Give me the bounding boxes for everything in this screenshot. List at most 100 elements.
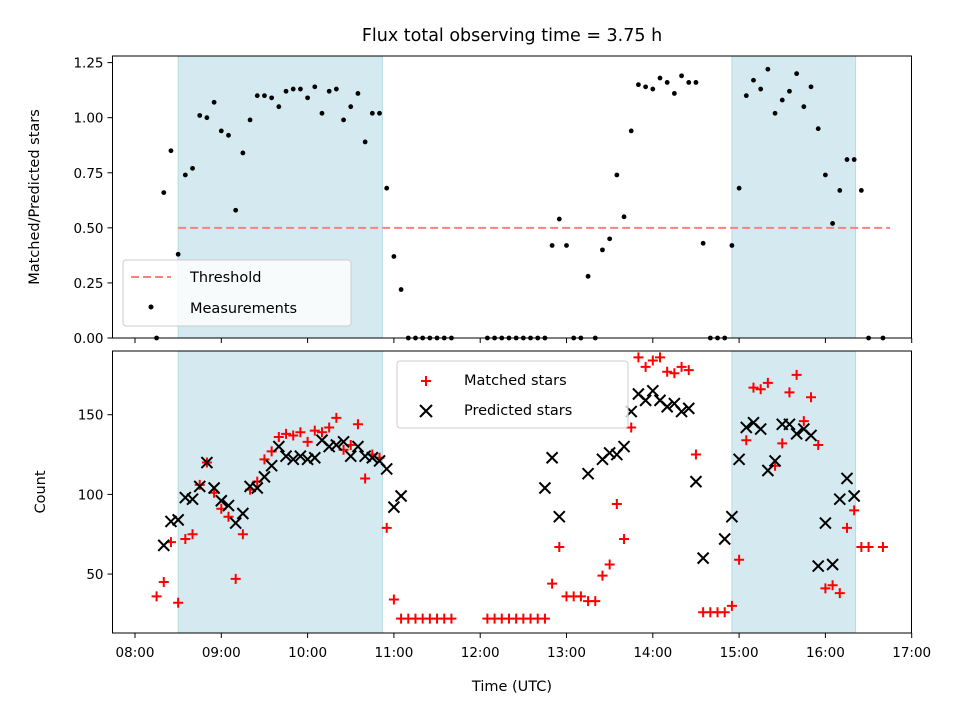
predicted-star-point: [387, 500, 401, 514]
measurements-legend-swatch: [148, 304, 154, 310]
measurement-point: [636, 82, 641, 88]
measurement-point: [168, 148, 174, 154]
predicted-star-point: [639, 394, 652, 407]
y-tick-label: 150: [78, 408, 104, 424]
predicted-star-point: [351, 440, 365, 453]
measurement-point: [607, 236, 613, 242]
measurement-point: [341, 117, 346, 123]
predicted-star-point: [783, 418, 796, 431]
threshold-legend-label: Threshold: [189, 270, 261, 286]
bottom-axes-frame: [112, 350, 912, 634]
measurement-point: [355, 91, 361, 96]
matched-star-point: [388, 594, 399, 605]
y-tick-label: 0.75: [73, 166, 103, 182]
measurement-point: [233, 207, 239, 213]
measurement-point: [326, 88, 332, 94]
measurement-point: [182, 172, 188, 178]
predicted-star-point: [222, 499, 235, 512]
measurement-point: [226, 132, 231, 138]
x-tick-label: 12:00: [461, 645, 500, 661]
measurement-point: [240, 150, 246, 156]
top-axes-frame: [112, 55, 912, 339]
matched-star-point: [726, 600, 737, 611]
measurement-point: [693, 80, 699, 85]
predicted-star-point: [308, 451, 321, 464]
measurement-point: [600, 247, 605, 253]
top-panel: 0.00 0.25 0.50 0.75 1.00 1.25 Matched/Predict…: [27, 55, 913, 347]
predicted-star-point: [682, 402, 695, 415]
predicted-star-point: [171, 513, 185, 527]
shaded-interval-2: [731, 55, 857, 339]
matched-star-point: [784, 387, 795, 398]
matched-star-point: [827, 580, 838, 591]
measurement-point: [686, 80, 692, 85]
measurement-point: [377, 110, 382, 116]
x-tick-label: 16:00: [806, 645, 845, 661]
matched-legend-swatch: [421, 376, 431, 386]
measurement-point: [628, 128, 634, 134]
matched-star-point: [223, 511, 234, 522]
matched-star-point: [626, 422, 637, 433]
measurement-point: [305, 95, 310, 101]
measurement-point: [362, 139, 368, 145]
measurement-point: [283, 88, 289, 94]
y-tick-label: 0.25: [73, 276, 103, 292]
measurement-point: [276, 104, 282, 110]
measurement-point: [190, 165, 195, 171]
matched-star-point: [669, 368, 680, 379]
matched-star-point: [662, 366, 673, 377]
predicted-star-point: [265, 459, 278, 472]
matched-star-point: [683, 365, 694, 376]
bottom-legend-box: [396, 360, 629, 429]
x-tick-label: 10:00: [288, 645, 327, 661]
measurement-point: [564, 243, 569, 248]
predicted-star-point: [358, 449, 372, 463]
matched-star-point: [180, 534, 191, 544]
measurement-point: [549, 243, 555, 248]
matched-star-point: [741, 435, 752, 446]
measurement-point: [643, 84, 649, 90]
matched-star-point: [640, 361, 651, 372]
matched-star-point: [877, 541, 888, 552]
predicted-star-point: [812, 559, 825, 573]
matched-star-point: [547, 578, 558, 589]
matched-star-point: [187, 529, 198, 540]
measurement-point: [823, 172, 828, 178]
measurement-point: [298, 86, 303, 92]
matched-star-point: [690, 449, 701, 460]
measurement-point: [729, 243, 735, 248]
chart-title: Flux total observing time = 3.75 h: [362, 26, 662, 46]
bottom-y-axis-label: Count: [33, 470, 49, 513]
measurement-point: [175, 251, 181, 257]
predicted-star-point: [337, 435, 350, 449]
matched-legend-label: Matched stars: [464, 373, 567, 389]
matched-star-point: [295, 427, 306, 438]
matched-star-point: [273, 432, 284, 443]
matched-star-point: [360, 473, 371, 484]
measurement-point: [664, 80, 670, 85]
predicted-star-point: [287, 453, 300, 466]
measurement-point: [218, 128, 224, 134]
predicted-star-point: [193, 480, 206, 493]
predicted-star-point: [826, 558, 839, 571]
x-tick-label: 14:00: [633, 645, 672, 661]
measurement-point: [772, 110, 778, 116]
predicted-star-point: [725, 510, 739, 523]
bottom-panel: 50 100 150 08:00 09:00 10:00 11:00 12:00 13:00 1…: [33, 350, 931, 695]
matched-star-point: [309, 425, 320, 436]
measurement-point: [197, 113, 203, 118]
matched-star-point: [633, 352, 644, 363]
top-legend-box: [122, 259, 352, 327]
measurement-point: [211, 99, 217, 105]
measurement-point: [830, 221, 835, 226]
x-tick-label: 15:00: [720, 645, 759, 661]
top-x-ticks: [134, 338, 913, 343]
matched-star-point: [755, 384, 766, 395]
predicted-star-point: [581, 467, 595, 480]
predicted-star-point: [790, 427, 803, 441]
matched-star-point: [316, 427, 327, 438]
predicted-star-point: [675, 405, 688, 418]
x-tick-label: 17:00: [892, 645, 931, 661]
matched-star-point: [151, 591, 162, 602]
measurement-point: [398, 287, 404, 292]
